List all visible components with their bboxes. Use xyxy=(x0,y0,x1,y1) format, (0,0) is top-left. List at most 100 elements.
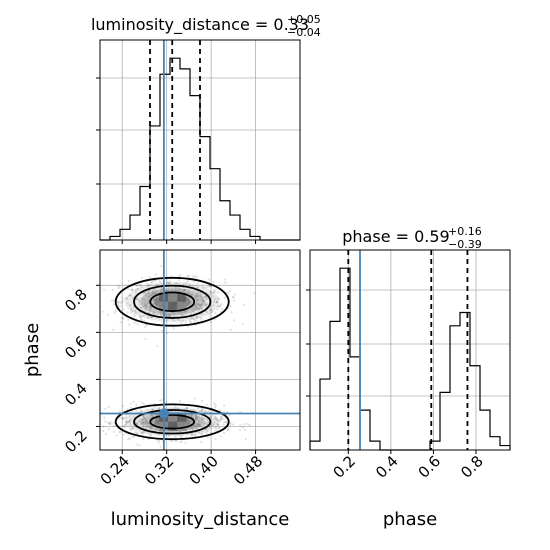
scatter-point xyxy=(198,410,202,413)
scatter-point xyxy=(181,311,184,314)
scatter-point xyxy=(205,431,208,435)
scatter-point xyxy=(173,410,176,413)
scatter-point xyxy=(203,296,206,299)
scatter-point xyxy=(180,434,183,437)
scatter-point xyxy=(222,423,225,426)
scatter-point xyxy=(138,419,141,422)
scatter-point xyxy=(167,281,170,284)
scatter-point xyxy=(189,307,192,311)
scatter-point xyxy=(224,296,227,299)
scatter-point xyxy=(144,309,147,312)
scatter-point xyxy=(218,409,222,412)
scatter-point xyxy=(214,426,217,429)
scatter-point xyxy=(149,309,152,312)
scatter-point xyxy=(148,289,151,292)
scatter-point xyxy=(118,431,121,434)
scatter-point xyxy=(145,302,148,305)
truth-marker xyxy=(158,408,169,419)
scatter-point xyxy=(138,444,141,447)
scatter-point xyxy=(187,279,190,282)
scatter-point xyxy=(196,286,200,289)
scatter-point xyxy=(136,297,139,300)
scatter-point xyxy=(140,401,144,404)
scatter-point xyxy=(195,306,198,310)
scatter-point xyxy=(226,428,230,431)
scatter-point xyxy=(144,304,147,307)
scatter-point xyxy=(181,313,185,316)
scatter-point xyxy=(128,414,131,417)
phase-x-tick-label: 0.6 xyxy=(415,452,445,482)
scatter-point xyxy=(199,440,203,443)
scatter-point xyxy=(174,439,178,442)
scatter-point xyxy=(197,423,201,426)
scatter-point xyxy=(178,279,181,282)
scatter-point xyxy=(205,305,208,308)
scatter-point xyxy=(134,315,137,318)
scatter-point xyxy=(145,293,148,296)
scatter-point xyxy=(128,437,131,440)
scatter-point xyxy=(154,427,157,430)
scatter-point xyxy=(194,318,198,322)
scatter-point xyxy=(193,426,196,429)
scatter-point xyxy=(129,427,132,430)
scatter-point xyxy=(149,316,152,319)
scatter-point xyxy=(186,325,190,328)
scatter-point xyxy=(175,407,178,410)
scatter-point xyxy=(127,288,130,291)
scatter-point xyxy=(189,320,192,323)
scatter-point xyxy=(190,312,193,315)
scatter-point xyxy=(177,318,180,322)
scatter-point xyxy=(204,295,208,298)
scatter-point xyxy=(167,313,170,316)
scatter-point xyxy=(218,305,221,308)
scatter-point xyxy=(133,309,136,313)
scatter-point xyxy=(118,416,122,419)
scatter-point xyxy=(148,275,151,279)
density-core-cell xyxy=(168,412,178,422)
scatter-point xyxy=(149,294,153,297)
scatter-point xyxy=(126,296,129,299)
scatter-point xyxy=(201,306,204,310)
scatter-point xyxy=(181,289,184,292)
scatter-point xyxy=(194,307,198,311)
scatter-point xyxy=(140,286,143,289)
scatter-point xyxy=(203,417,206,420)
scatter-point xyxy=(153,429,156,432)
scatter-point xyxy=(201,408,204,411)
scatter-point xyxy=(143,297,146,300)
luminosity-distance-step-histogram xyxy=(100,57,300,241)
scatter-point xyxy=(93,410,95,412)
scatter-point xyxy=(196,290,199,294)
scatter-point xyxy=(207,278,210,281)
scatter-point xyxy=(140,431,143,434)
scatter-point xyxy=(110,299,114,302)
scatter-point xyxy=(153,279,156,282)
scatter-point xyxy=(209,292,212,295)
scatter-point xyxy=(149,307,152,310)
scatter-point xyxy=(166,332,169,335)
scatter-point xyxy=(139,418,142,421)
scatter-point xyxy=(196,307,199,310)
scatter-point xyxy=(127,279,130,282)
scatter-point xyxy=(143,301,147,304)
scatter-point xyxy=(120,301,123,304)
scatter-point xyxy=(178,283,181,286)
scatter-point xyxy=(130,311,133,314)
scatter-point xyxy=(113,302,116,306)
scatter-point xyxy=(217,305,221,308)
scatter-point xyxy=(151,421,154,424)
scatter-point xyxy=(215,427,218,430)
scatter-point xyxy=(226,429,230,432)
scatter-point xyxy=(244,437,247,441)
scatter-point xyxy=(155,413,158,417)
scatter-point xyxy=(121,316,124,320)
scatter-point xyxy=(233,293,236,296)
scatter-point xyxy=(191,290,194,293)
scatter-point xyxy=(73,419,75,421)
scatter-point xyxy=(199,419,202,422)
scatter-point xyxy=(243,428,246,432)
scatter-point xyxy=(201,293,204,296)
scatter-point xyxy=(143,303,146,306)
scatter-point xyxy=(215,417,218,421)
scatter-point xyxy=(140,306,143,309)
